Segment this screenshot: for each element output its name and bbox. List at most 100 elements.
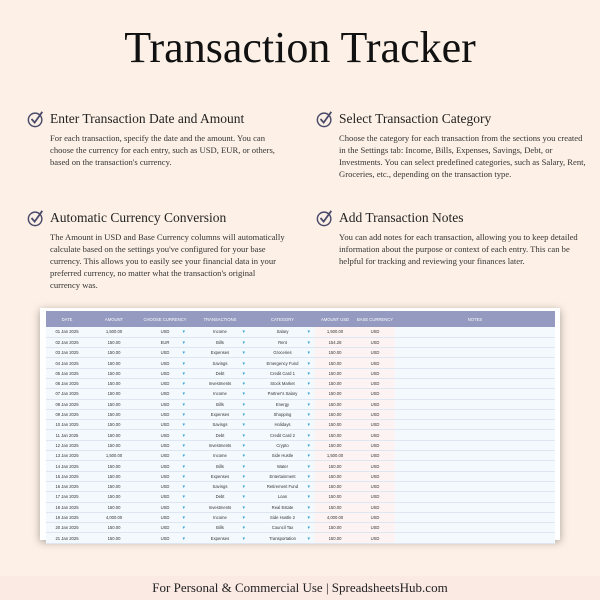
table-cell[interactable]: 150.00 [88, 399, 140, 410]
table-cell[interactable]: 1,500.00 [88, 327, 140, 338]
table-cell[interactable]: USD [140, 347, 190, 359]
table-cell[interactable]: Savings [190, 357, 250, 369]
table-cell[interactable]: USD [140, 440, 190, 452]
table-cell[interactable]: Expenses [190, 347, 250, 359]
table-cell[interactable]: USD [140, 399, 190, 410]
table-cell[interactable]: 150.00 [88, 419, 140, 431]
table-cell[interactable]: 150.00 [88, 481, 140, 493]
table-cell[interactable]: 4,000.00 [88, 512, 140, 524]
table-cell[interactable] [395, 532, 555, 544]
table-cell[interactable]: 21 Jan 2025 [46, 532, 88, 544]
table-cell[interactable] [395, 337, 555, 349]
table-cell[interactable] [395, 471, 555, 482]
table-cell[interactable] [395, 388, 555, 400]
table-cell[interactable] [395, 409, 555, 421]
table-cell[interactable] [395, 327, 555, 338]
table-cell[interactable]: 10 Jan 2025 [46, 419, 88, 431]
table-cell[interactable]: 1,500.00 [88, 450, 140, 462]
table-cell[interactable] [395, 378, 555, 390]
table-cell[interactable]: 20 Jan 2025 [46, 522, 88, 534]
table-cell[interactable]: Expenses [190, 409, 250, 421]
table-cell[interactable]: Income [190, 512, 250, 524]
table-cell[interactable]: 03 Jan 2025 [46, 347, 88, 359]
table-cell[interactable]: Groceries [250, 347, 315, 359]
table-cell[interactable] [395, 357, 555, 369]
table-cell[interactable]: Rent [250, 337, 315, 349]
table-cell[interactable]: 150.00 [88, 491, 140, 503]
table-cell[interactable]: USD [140, 471, 190, 482]
table-cell[interactable]: Holidays [250, 419, 315, 431]
table-cell[interactable]: 05 Jan 2025 [46, 368, 88, 379]
table-cell[interactable]: 150.00 [88, 409, 140, 421]
table-cell[interactable]: Energy [250, 399, 315, 410]
table-cell[interactable]: 01 Jan 2025 [46, 327, 88, 338]
table-cell[interactable]: USD [140, 460, 190, 472]
table-cell[interactable]: Retirement Fund [250, 481, 315, 493]
table-cell[interactable]: 06 Jan 2025 [46, 378, 88, 390]
table-cell[interactable]: USD [140, 522, 190, 534]
table-cell[interactable] [395, 429, 555, 441]
table-cell[interactable]: 16 Jan 2025 [46, 481, 88, 493]
table-cell[interactable]: 150.00 [88, 357, 140, 369]
table-cell[interactable]: 18 Jan 2025 [46, 502, 88, 513]
table-cell[interactable]: 02 Jan 2025 [46, 337, 88, 349]
table-cell[interactable]: Transportation [250, 532, 315, 544]
table-cell[interactable]: Entertainment [250, 471, 315, 482]
table-cell[interactable]: 150.00 [88, 502, 140, 513]
table-cell[interactable]: USD [140, 388, 190, 400]
table-cell[interactable]: Crypto [250, 440, 315, 452]
table-cell[interactable]: Income [190, 450, 250, 462]
table-cell[interactable]: Stock Market [250, 378, 315, 390]
table-cell[interactable] [395, 419, 555, 431]
table-cell[interactable]: USD [140, 327, 190, 338]
table-cell[interactable]: 150.00 [88, 429, 140, 441]
table-cell[interactable]: Loan [250, 491, 315, 503]
table-cell[interactable]: Partner's Salary [250, 388, 315, 400]
table-cell[interactable]: Expenses [190, 532, 250, 544]
table-cell[interactable]: Side Hustle 2 [250, 512, 315, 524]
table-cell[interactable]: 13 Jan 2025 [46, 450, 88, 462]
table-cell[interactable]: USD [140, 368, 190, 379]
table-cell[interactable] [395, 491, 555, 503]
table-cell[interactable]: Income [190, 388, 250, 400]
table-cell[interactable] [395, 450, 555, 462]
table-cell[interactable]: Savings [190, 481, 250, 493]
table-cell[interactable]: 12 Jan 2025 [46, 440, 88, 452]
table-cell[interactable] [395, 440, 555, 452]
table-cell[interactable]: Debt [190, 368, 250, 379]
table-cell[interactable]: 150.00 [88, 460, 140, 472]
table-cell[interactable]: 11 Jan 2025 [46, 429, 88, 441]
table-cell[interactable]: Council Tax [250, 522, 315, 534]
table-cell[interactable] [395, 399, 555, 410]
table-cell[interactable]: Emergency Fund [250, 357, 315, 369]
table-cell[interactable] [395, 481, 555, 493]
table-cell[interactable]: 09 Jan 2025 [46, 409, 88, 421]
table-cell[interactable]: USD [140, 450, 190, 462]
table-cell[interactable]: 07 Jan 2025 [46, 388, 88, 400]
table-cell[interactable]: 15 Jan 2025 [46, 471, 88, 482]
table-cell[interactable]: USD [140, 429, 190, 441]
table-cell[interactable]: Side Hustle [250, 450, 315, 462]
table-cell[interactable]: USD [140, 409, 190, 421]
table-cell[interactable]: Credit Card 1 [250, 368, 315, 379]
table-cell[interactable]: 04 Jan 2025 [46, 357, 88, 369]
table-cell[interactable] [395, 460, 555, 472]
table-cell[interactable]: USD [140, 532, 190, 544]
table-cell[interactable]: Salary [250, 327, 315, 338]
table-cell[interactable] [395, 522, 555, 534]
table-cell[interactable]: 19 Jan 2025 [46, 512, 88, 524]
table-cell[interactable]: USD [140, 512, 190, 524]
table-cell[interactable]: Real Estate [250, 502, 315, 513]
table-cell[interactable]: 150.00 [88, 388, 140, 400]
table-cell[interactable] [395, 368, 555, 379]
table-cell[interactable]: 150.00 [88, 471, 140, 482]
table-cell[interactable]: Investments [190, 440, 250, 452]
table-cell[interactable]: 150.00 [88, 378, 140, 390]
table-cell[interactable]: Bills [190, 522, 250, 534]
table-cell[interactable]: Expenses [190, 471, 250, 482]
table-cell[interactable]: Shopping [250, 409, 315, 421]
table-cell[interactable]: USD [140, 502, 190, 513]
table-cell[interactable]: Bills [190, 460, 250, 472]
table-cell[interactable]: 150.00 [88, 337, 140, 349]
table-cell[interactable]: 150.00 [88, 368, 140, 379]
